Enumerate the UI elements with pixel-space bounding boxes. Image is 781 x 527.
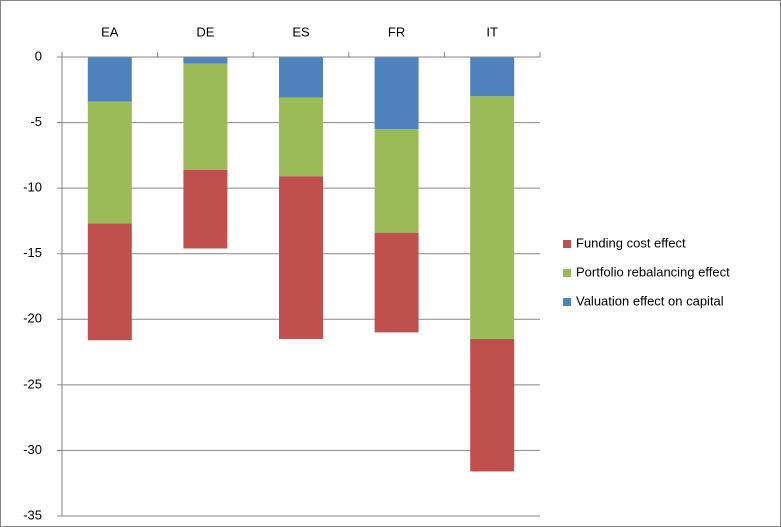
y-tick-label: -10 (23, 180, 42, 195)
x-tick-label: FR (388, 24, 405, 39)
y-tick-label: -15 (23, 245, 42, 260)
bar-segment (183, 57, 228, 64)
bar-segment (374, 129, 419, 233)
bar-segment (183, 169, 228, 249)
y-tick-label: -30 (23, 442, 42, 457)
y-tick-label: -25 (23, 376, 42, 391)
legend-label: Valuation effect on capital (576, 293, 724, 308)
y-tick-label: -35 (23, 507, 42, 522)
legend-swatch (563, 269, 571, 277)
legend-swatch (563, 298, 571, 306)
x-tick-label: ES (292, 24, 310, 39)
legend-label: Portfolio rebalancing effect (576, 264, 730, 279)
bar-segment (279, 97, 323, 177)
bar-segment (87, 101, 132, 224)
bar-segment (470, 338, 515, 472)
legend-swatch (563, 240, 571, 248)
bar-segment (279, 176, 323, 339)
bar-segment (279, 57, 323, 98)
bar-segment (374, 57, 419, 130)
x-tick-label: DE (196, 24, 214, 39)
y-tick-label: 0 (35, 48, 42, 63)
y-tick-label: -5 (30, 114, 42, 129)
bar-segment (183, 63, 228, 170)
bar-segment (470, 96, 515, 339)
bar-segment (87, 57, 132, 102)
x-tick-label: EA (101, 24, 119, 39)
x-tick-label: IT (486, 24, 498, 39)
bar-segment (374, 232, 419, 333)
legend-label: Funding cost effect (576, 235, 686, 250)
y-tick-label: -20 (23, 311, 42, 326)
bar-segment (87, 223, 132, 341)
bar-segment (470, 57, 515, 97)
